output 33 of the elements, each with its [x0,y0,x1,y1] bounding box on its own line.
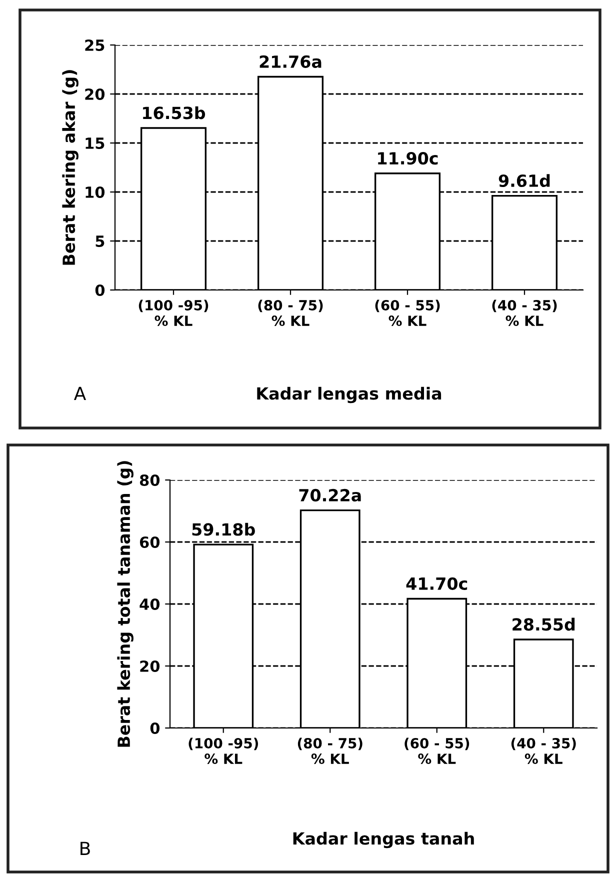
y-tick-label: 0 [95,284,105,296]
data-label: 41.70c [406,577,468,590]
y-tick-label: 80 [140,474,160,486]
y-tick-label: 20 [85,88,105,100]
data-label: 28.55d [512,618,575,631]
data-label: 16.53b [143,106,206,120]
x-tick-label: (100 -95) % KL [138,300,208,326]
text: B [80,842,90,855]
x-axis-title: Kadar lengas tanah [293,832,474,848]
y-axis-title: Berat kering akar (g) [62,70,78,265]
y-tick-label: 0 [150,722,160,734]
y-tick-label: 5 [96,236,104,248]
x-tick-label: (40 - 35) % KL [492,300,557,326]
y-tick-label: 40 [140,598,160,610]
data-label: 21.76a [260,55,322,68]
x-tick-label: (60 - 55) % KL [404,738,470,764]
x-tick-label: (80 - 75) % KL [258,300,323,326]
x-tick-label: (40 - 35) % KL [511,738,576,764]
text: A [74,386,86,400]
x-tick-label: (60 - 55) % KL [375,300,440,326]
x-axis-title: Kadar lengas media [257,386,442,404]
y-tick-label: 15 [86,138,104,150]
y-tick-label: 25 [85,39,104,52]
x-tick-label: (100 -95) % KL [188,738,258,764]
data-label: 59.18b [192,522,255,536]
data-label: 11.90c [378,152,438,165]
data-label: 9.61d [498,174,550,188]
y-tick-label: 60 [140,536,160,548]
x-tick-label: (80 - 75) % KL [298,738,362,764]
y-tick-label: 10 [86,186,105,198]
y-tick-label: 20 [140,660,160,672]
data-label: 70.22a [299,488,361,502]
y-axis-title: Berat kering total tanaman (g) [117,461,134,747]
